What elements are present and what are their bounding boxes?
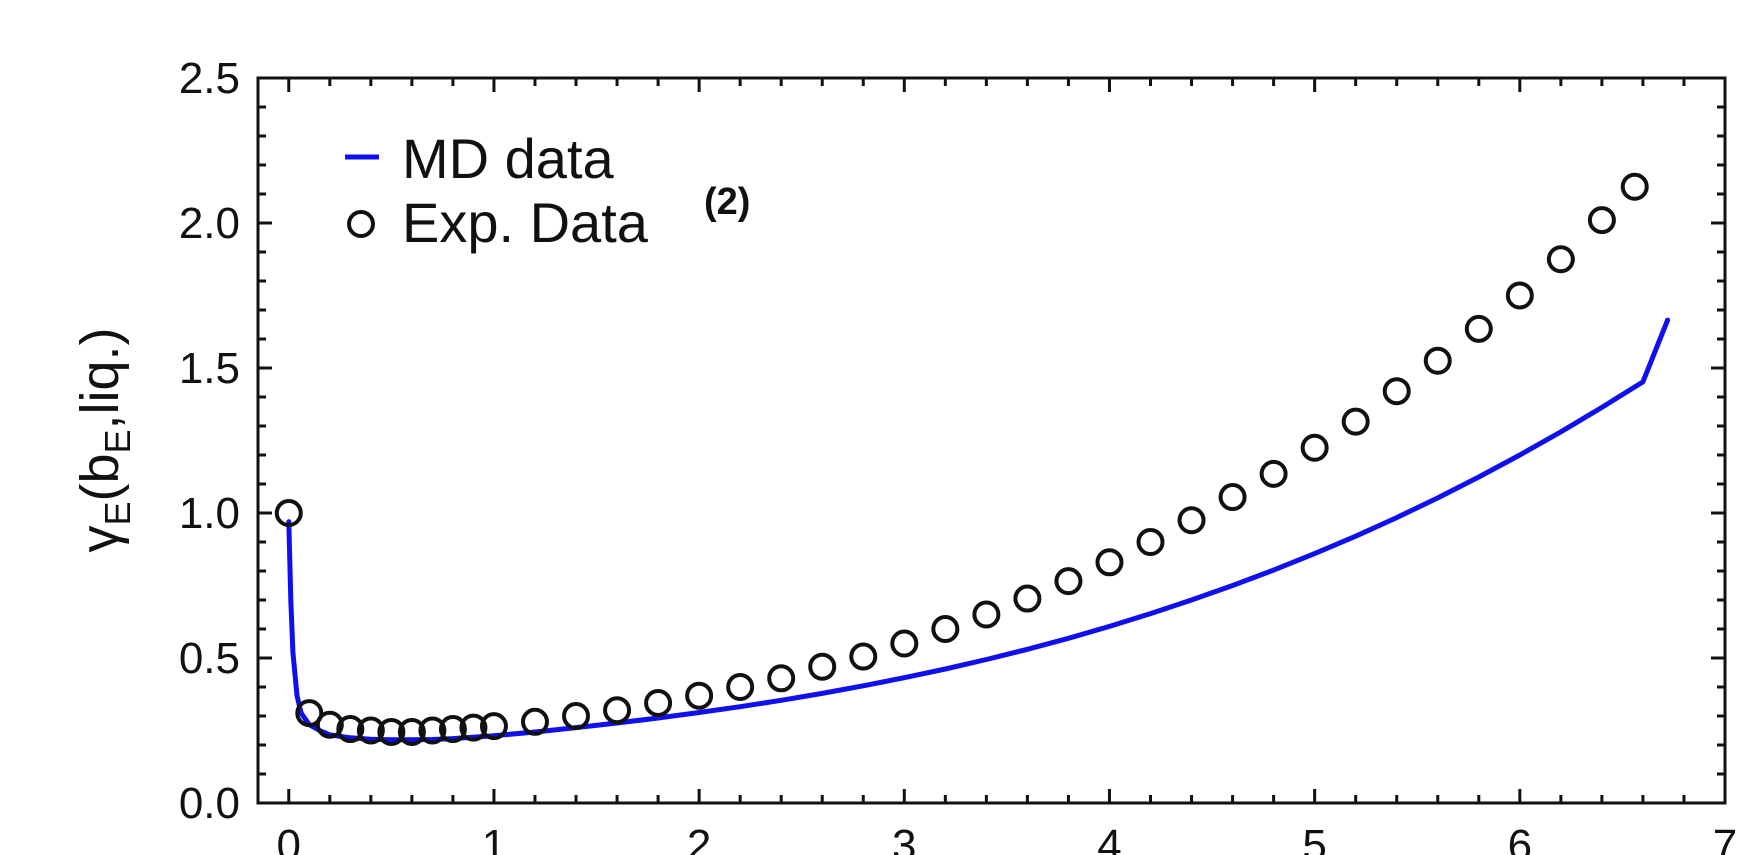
- legend-superscript: (2): [704, 181, 750, 223]
- md-data-line: [286, 317, 1671, 743]
- exp-data-point: [1423, 346, 1452, 375]
- exp-data-point: [726, 673, 755, 701]
- y-tick-labels: 0.0 0.5 1.0 1.5 2.0 2.5: [179, 54, 240, 828]
- x-tick-label: 0: [277, 821, 301, 855]
- exp-data-point: [1546, 245, 1575, 274]
- x-tick-label: 4: [1097, 821, 1121, 855]
- exp-data-point: [1587, 206, 1616, 235]
- y-tick-label: 2.0: [179, 199, 240, 248]
- x-tick-label: 7: [1713, 821, 1737, 855]
- y-axis-label-gamma: γ: [70, 526, 130, 553]
- exp-data-point: [459, 713, 488, 742]
- x-tick-label: 3: [892, 821, 916, 855]
- exp-data-point: [1136, 528, 1165, 556]
- exp-data-point: [767, 664, 796, 693]
- x-tick-label: 6: [1508, 821, 1532, 855]
- exp-data-point: [520, 707, 549, 736]
- y-axis-label-end: ,liq.): [70, 327, 130, 429]
- legend-label-md-data: MD data: [402, 127, 614, 190]
- exp-data-point: [562, 702, 591, 730]
- exp-data-point: [603, 696, 632, 725]
- exp-data-point: [274, 499, 303, 527]
- exp-data-point: [890, 629, 919, 658]
- exp-data-point: [1382, 377, 1411, 406]
- x-tick-label: 5: [1302, 821, 1326, 855]
- exp-data-point: [1218, 483, 1247, 512]
- exp-data-point: [418, 716, 447, 745]
- exp-data-point: [377, 717, 406, 746]
- y-axis-label-sub1: E: [97, 502, 138, 526]
- exp-data-points: [274, 172, 1649, 746]
- exp-data-point: [931, 615, 960, 643]
- exp-data-point: [479, 712, 508, 741]
- y-tick-label: 0.0: [179, 779, 240, 828]
- y-tick-label: 0.5: [179, 634, 240, 683]
- x-tick-labels: 0 1 2 3 4 5 6 7: [277, 821, 1738, 855]
- exp-data-point: [685, 681, 714, 710]
- exp-data-point: [315, 710, 344, 739]
- y-axis-label-sub2: E: [97, 429, 138, 453]
- exp-data-point: [438, 715, 467, 744]
- exp-data-point: [336, 715, 365, 744]
- y-axis-label: γE(bE,liq.): [70, 327, 138, 552]
- legend-label-exp-data: Exp. Data: [402, 191, 649, 254]
- exp-data-point: [397, 717, 426, 746]
- exp-data-point: [1620, 172, 1649, 201]
- y-tick-label: 1.0: [179, 489, 240, 538]
- exp-data-point: [1177, 506, 1206, 535]
- exp-data-point: [1259, 459, 1288, 488]
- exp-data-point: [1464, 314, 1493, 343]
- y-tick-label: 2.5: [179, 54, 240, 103]
- exp-data-point: [1054, 567, 1083, 596]
- exp-data-point: [356, 716, 385, 745]
- exp-data-point: [1013, 584, 1042, 613]
- exp-data-point: [295, 699, 324, 728]
- y-axis-label-mid: (b: [70, 454, 130, 502]
- exp-data-point: [1300, 433, 1329, 462]
- exp-data-point: [972, 600, 1001, 629]
- exp-data-point: [1095, 548, 1124, 577]
- exp-data-point: [644, 688, 673, 717]
- legend-point-swatch: [347, 210, 375, 238]
- x-tick-label: 2: [687, 821, 711, 855]
- y-tick-label: 1.5: [179, 344, 240, 393]
- plot-frame: [256, 76, 1727, 805]
- legend: MD data Exp. Data (2): [345, 127, 750, 254]
- exp-data-point: [849, 642, 878, 671]
- x-tick-label: 1: [482, 821, 506, 855]
- exp-data-point: [1505, 281, 1534, 310]
- exp-data-point: [1341, 407, 1370, 436]
- exp-data-point: [808, 652, 837, 681]
